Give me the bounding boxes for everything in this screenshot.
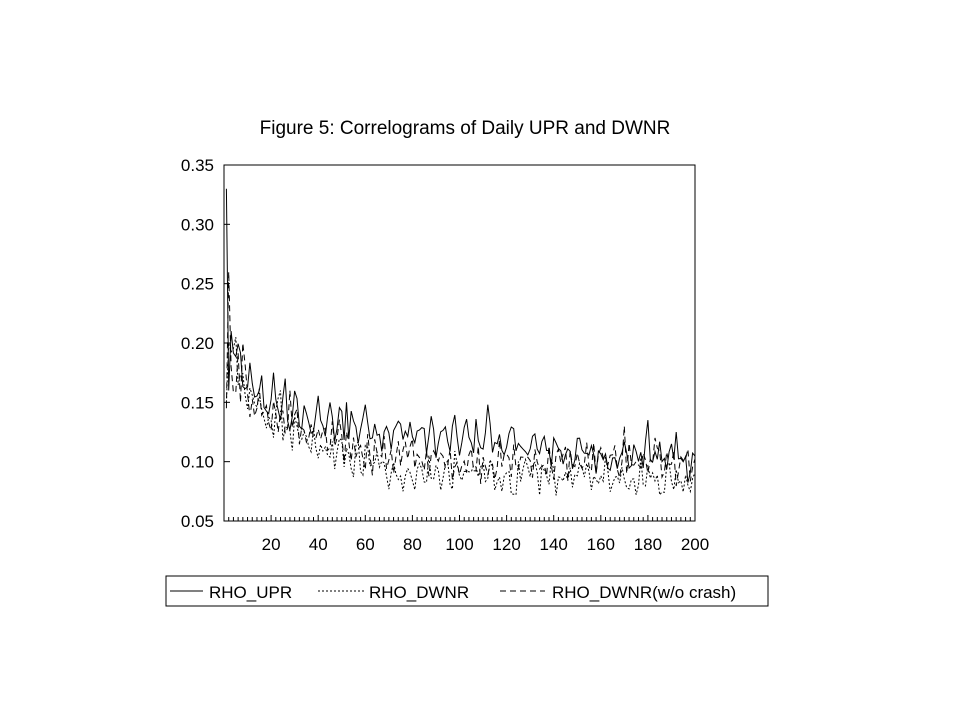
x-tick-label: 100	[445, 535, 473, 554]
y-axis: 0.05 0.10 0.15 0.20 0.25 0.30 0.35	[181, 156, 230, 531]
y-tick-label: 0.10	[181, 453, 214, 472]
series-line-rho-dwnr-w-o-crash	[225, 271, 696, 487]
x-tick-label: 160	[587, 535, 615, 554]
x-tick-label: 20	[262, 535, 281, 554]
y-tick-label: 0.30	[181, 215, 214, 234]
chart-title: Figure 5: Correlograms of Daily UPR and …	[260, 118, 671, 139]
y-tick-label: 0.05	[181, 512, 214, 531]
legend-label-rho-dwnr: RHO_DWNR	[369, 583, 469, 602]
legend: RHO_UPR RHO_DWNR RHO_DWNR(w/o crash)	[165, 575, 769, 607]
legend-label-rho-upr: RHO_UPR	[209, 583, 292, 602]
y-tick-label: 0.15	[181, 393, 214, 412]
series-layer	[225, 188, 696, 497]
x-tick-label: 60	[356, 535, 375, 554]
x-axis: 20 40 60 80 100 120 140 160 180 200	[228, 515, 709, 554]
x-tick-label: 80	[403, 535, 422, 554]
legend-label-rho-dwnr-wo-crash: RHO_DWNR(w/o crash)	[552, 583, 736, 602]
x-tick-label: 40	[309, 535, 328, 554]
x-tick-label: 180	[634, 535, 662, 554]
x-tick-label: 140	[540, 535, 568, 554]
legend-frame	[165, 575, 769, 607]
plot-frame	[223, 164, 696, 522]
y-tick-label: 0.35	[181, 156, 214, 175]
x-tick-label: 200	[681, 535, 709, 554]
series-line-rho-upr	[225, 188, 696, 483]
x-tick-label: 120	[492, 535, 520, 554]
y-tick-label: 0.20	[181, 334, 214, 353]
y-tick-label: 0.25	[181, 275, 214, 294]
